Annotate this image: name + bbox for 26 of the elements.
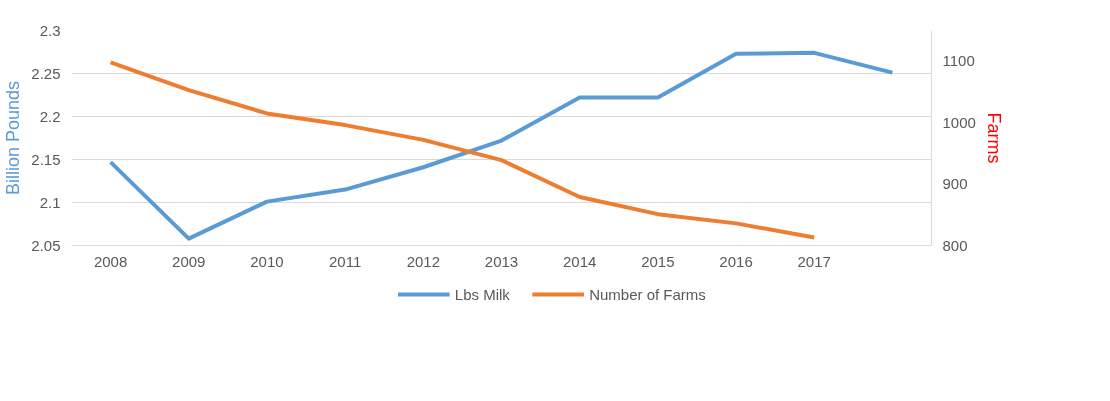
y-tick-label: 2.1 bbox=[39, 193, 61, 211]
x-tick-label: 2010 bbox=[250, 252, 284, 270]
y2-tick-label: 900 bbox=[942, 175, 968, 193]
y2-tick-label: 1100 bbox=[942, 52, 975, 70]
y-axis-title: Billion Pounds bbox=[3, 80, 24, 196]
line-series bbox=[108, 50, 895, 241]
y2-tick-label: 800 bbox=[942, 236, 968, 254]
x-tick-label: 2009 bbox=[172, 252, 206, 270]
x-tick-label: 2013 bbox=[484, 252, 519, 270]
x-tick-label: 2017 bbox=[797, 252, 831, 270]
legend-label: Number of Farms bbox=[589, 286, 706, 303]
line-series bbox=[108, 60, 817, 240]
y-tick-label: 2.25 bbox=[31, 64, 61, 82]
y2-axis-title: Farms bbox=[983, 112, 1004, 164]
y2-tick-label: 1000 bbox=[942, 113, 976, 131]
x-tick-label: 2008 bbox=[93, 252, 128, 270]
y-tick-label: 2.2 bbox=[39, 107, 61, 125]
x-tick-label: 2015 bbox=[641, 252, 675, 270]
y-tick-label: 2.3 bbox=[39, 21, 61, 39]
x-tick-label: 2014 bbox=[563, 252, 597, 270]
x-tick-label: 2016 bbox=[719, 252, 753, 270]
x-tick-label: 2011 bbox=[329, 252, 362, 270]
y-tick-label: 2.15 bbox=[31, 150, 61, 168]
legend-label: Lbs Milk bbox=[454, 286, 511, 303]
x-tick-label: 2012 bbox=[406, 252, 441, 270]
y-tick-label: 2.05 bbox=[31, 236, 61, 254]
